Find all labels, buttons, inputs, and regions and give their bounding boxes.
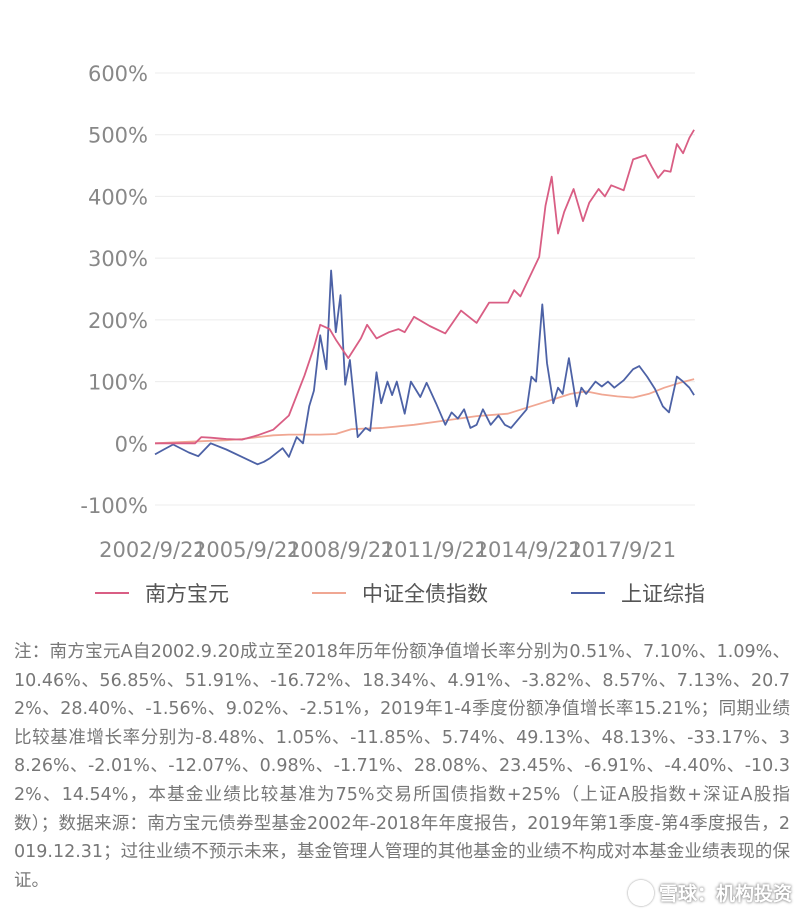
watermark-text: 雪球：机构投资 <box>658 883 792 905</box>
legend-label-shanghai: 上证综指 <box>621 582 705 606</box>
legend: 南方宝元 中证全债指数 上证综指 <box>95 578 733 608</box>
footnote: 注：南方宝元A自2002.9.20成立至2018年历年份额净值增长率分别为0.5… <box>14 642 790 891</box>
series-line-2 <box>154 269 695 466</box>
y-tick-label: 100% <box>88 371 148 395</box>
x-tick-label: 2005/9/21 <box>193 538 301 562</box>
x-tick-label: 2011/9/21 <box>381 538 489 562</box>
x-tick-label: 2008/9/21 <box>287 538 395 562</box>
legend-swatch-bond-index <box>312 592 346 594</box>
grid-lines <box>155 72 695 506</box>
y-tick-label: -100% <box>80 494 148 518</box>
y-tick-label: 400% <box>88 185 148 209</box>
line-chart: 600% 500% 400% 300% 200% 100% 0% -100% 2002/9/2… <box>80 62 695 562</box>
legend-swatch-nanfang <box>95 592 129 594</box>
y-tick-label: 200% <box>88 309 148 333</box>
x-tick-label: 2002/9/21 <box>99 538 207 562</box>
legend-swatch-shanghai <box>571 592 605 594</box>
y-axis-ticks: 600% 500% 400% 300% 200% 100% 0% -100% <box>80 62 148 518</box>
series-line-0 <box>155 129 695 445</box>
x-axis-ticks: 2002/9/212005/9/212008/9/212011/9/212014… <box>99 538 676 562</box>
y-tick-label: 300% <box>88 247 148 271</box>
y-tick-label: 600% <box>88 62 148 86</box>
y-tick-label: 500% <box>88 124 148 148</box>
legend-label-bond-index: 中证全债指数 <box>362 582 488 606</box>
x-tick-label: 2014/9/21 <box>475 538 583 562</box>
legend-item-bond-index: 中证全债指数 <box>312 578 488 608</box>
legend-item-shanghai: 上证综指 <box>571 578 705 608</box>
series-line-1 <box>154 378 695 445</box>
legend-label-nanfang: 南方宝元 <box>145 582 229 606</box>
legend-item-nanfang: 南方宝元 <box>95 578 229 608</box>
x-tick-label: 2017/9/21 <box>568 538 676 562</box>
series-lines <box>154 129 695 466</box>
y-tick-label: 0% <box>115 432 148 456</box>
watermark: 雪球：机构投资 <box>627 879 792 906</box>
xueqiu-logo-icon <box>627 879 654 906</box>
